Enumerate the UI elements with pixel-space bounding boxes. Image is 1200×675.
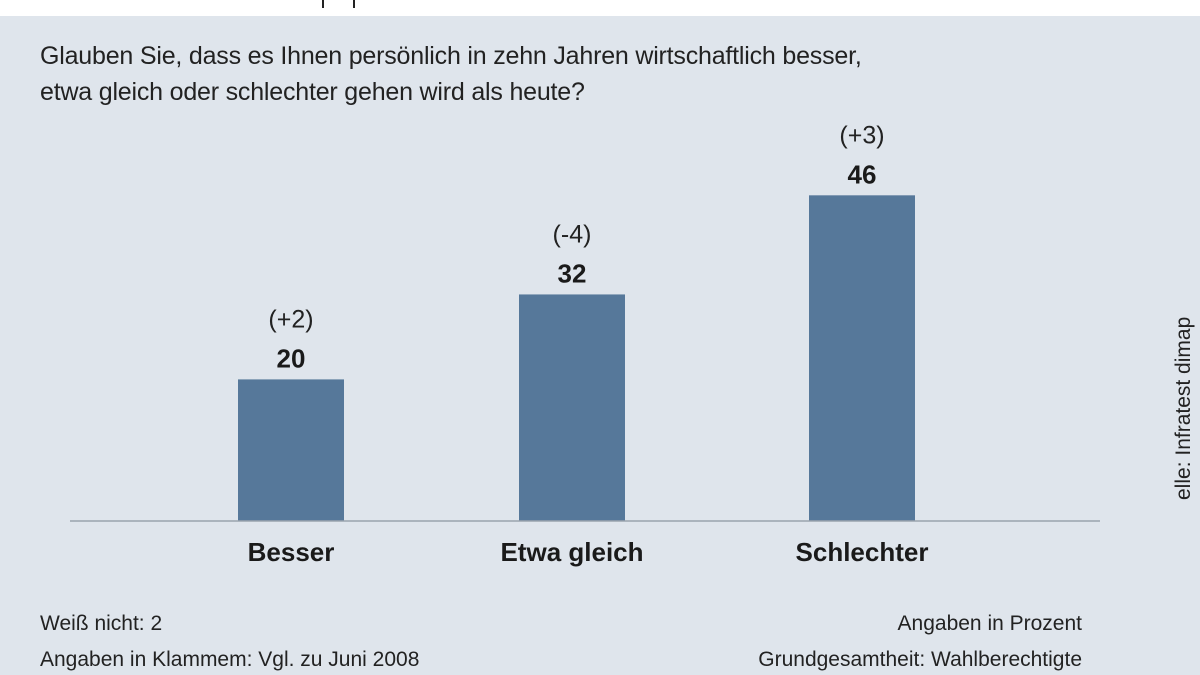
value-label: 46 [848, 159, 877, 189]
question-line-1: Glauben Sie, dass es Ihnen persönlich in… [40, 42, 862, 70]
value-label: 32 [558, 258, 587, 288]
top-strip [0, 0, 1200, 16]
category-label: Schlechter [796, 537, 929, 567]
category-label: Besser [248, 537, 335, 567]
population-note: Grundgesamtheit: Wahlberechtigte [758, 648, 1082, 671]
unit-note: Angaben in Prozent [897, 612, 1082, 635]
source-note: elle: Infratest dimap [1172, 316, 1195, 500]
change-label: (-4) [553, 220, 592, 248]
tick-mark [353, 0, 355, 8]
question-line-2: etwa gleich oder schlechter gehen wird a… [40, 78, 585, 106]
change-label: (+3) [839, 121, 884, 149]
tick-mark [322, 0, 324, 8]
bar-1 [519, 294, 625, 521]
bar-0 [238, 379, 344, 521]
bar-2 [809, 195, 915, 521]
chart-question: Glauben Sie, dass es Ihnen persönlich in… [40, 38, 862, 110]
category-label: Etwa gleich [500, 537, 643, 567]
value-label: 20 [277, 343, 306, 373]
change-label: (+2) [268, 305, 313, 333]
dont-know-note: Weiß nicht: 2 [40, 612, 163, 635]
brackets-note: Angaben in Klammem: Vgl. zu Juni 2008 [40, 648, 420, 671]
